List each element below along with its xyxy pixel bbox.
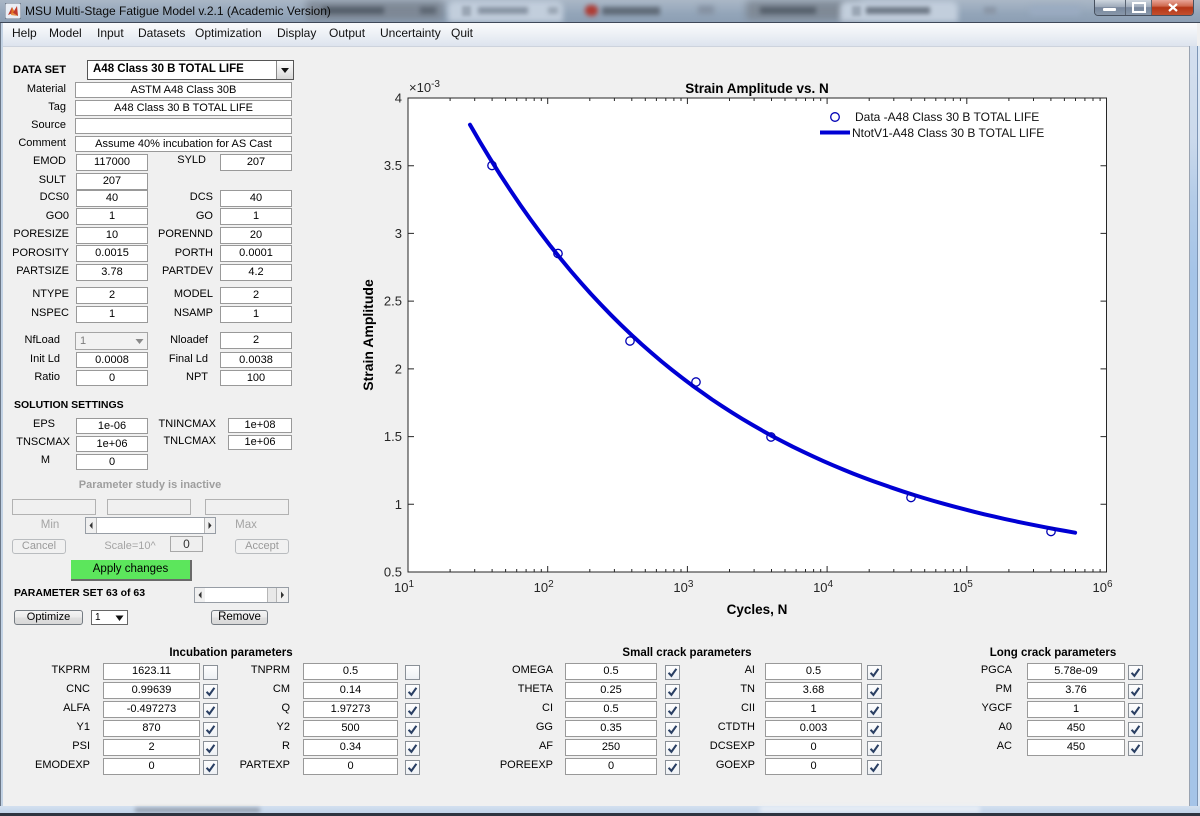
svg-text:3: 3 (395, 226, 402, 241)
svg-text:3.5: 3.5 (384, 158, 402, 173)
svg-text:2.5: 2.5 (384, 294, 402, 309)
svg-text:1: 1 (395, 497, 402, 512)
svg-text:106: 106 (1092, 579, 1112, 595)
svg-text:Strain Amplitude vs. N: Strain Amplitude vs. N (685, 81, 829, 96)
svg-text:Cycles, N: Cycles, N (727, 602, 788, 617)
svg-text:NtotV1-A48 Class 30 B TOTAL LI: NtotV1-A48 Class 30 B TOTAL LIFE (852, 126, 1044, 140)
svg-text:105: 105 (953, 579, 973, 595)
svg-text:0.5: 0.5 (384, 565, 402, 580)
svg-text:1.5: 1.5 (384, 429, 402, 444)
svg-text:4: 4 (395, 91, 402, 106)
svg-text:103: 103 (673, 579, 693, 595)
svg-text:104: 104 (813, 579, 833, 595)
svg-text:102: 102 (534, 579, 554, 595)
svg-text:2: 2 (395, 361, 402, 376)
svg-text:Strain Amplitude: Strain Amplitude (360, 279, 376, 391)
svg-text:Data -A48 Class 30 B TOTAL LIF: Data -A48 Class 30 B TOTAL LIFE (855, 110, 1039, 124)
svg-text:101: 101 (394, 579, 414, 595)
svg-text:×10-3: ×10-3 (409, 79, 440, 95)
